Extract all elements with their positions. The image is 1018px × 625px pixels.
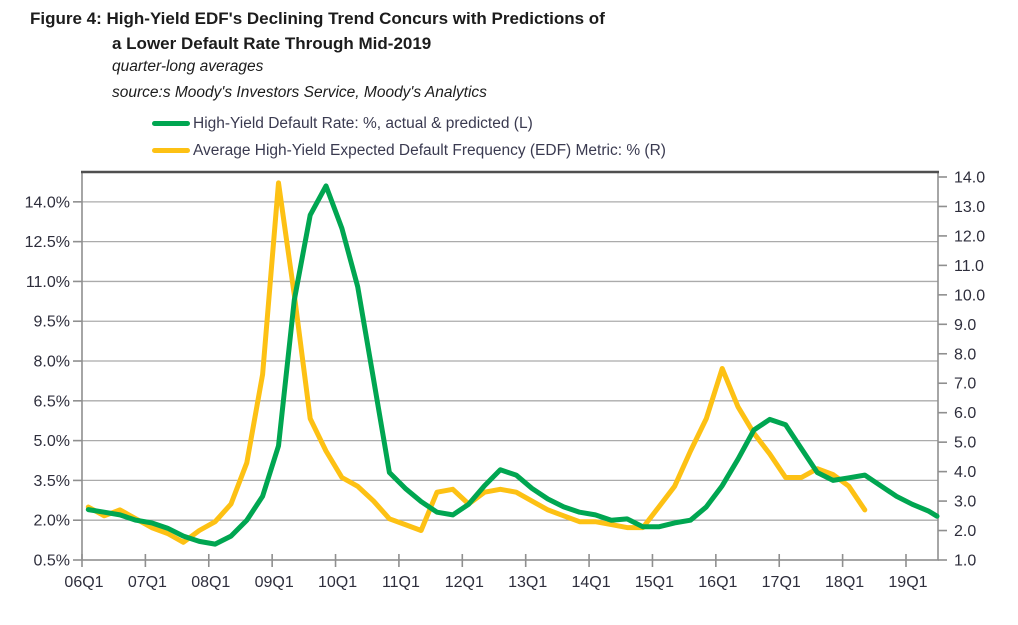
chart-subtitle: quarter-long averages — [112, 58, 264, 75]
axis-tick-label: 15Q1 — [635, 574, 674, 591]
axis-tick-label: 8.0% — [34, 354, 70, 371]
axis-tick-label: 09Q1 — [255, 574, 294, 591]
axis-tick-label: 11Q1 — [382, 574, 420, 591]
axis-tick-label: 13.0 — [954, 199, 985, 216]
axis-tick-label: 0.5% — [34, 553, 70, 570]
axis-tick-label: 1.0 — [954, 553, 976, 570]
axis-tick-label: 3.5% — [34, 473, 70, 490]
axis-tick-label: 9.5% — [34, 314, 70, 331]
right-axis: 1.0 2.0 3.0 4.0 5.0 6.0 7.0 8.0 9.0 10.0 11.0 12.0 1… — [938, 169, 985, 570]
edf-metric-swatch-icon — [152, 148, 190, 153]
axis-tick-label: 06Q1 — [64, 574, 103, 591]
axis-tick-label: 14Q1 — [572, 574, 611, 591]
x-axis: 06Q1 07Q1 08Q1 09Q1 10Q1 11Q1 12Q1 13Q1 14Q1 15Q1… — [64, 554, 928, 591]
axis-tick-label: 6.0 — [954, 405, 976, 422]
chart-legend: High-Yield Default Rate: %, actual & pre… — [152, 110, 666, 164]
chart-title: Figure 4: High-Yield EDF's Declining Tre… — [30, 6, 605, 56]
high-yield-default-rate-line — [85, 183, 940, 547]
axis-tick-label: 16Q1 — [698, 574, 737, 591]
chart-source-note: source:s Moody's Investors Service, Mood… — [112, 84, 487, 101]
plot-border — [81, 171, 939, 561]
default-rate-swatch-icon — [152, 121, 190, 126]
axis-tick-label: 10Q1 — [318, 574, 357, 591]
axis-tick-label: 08Q1 — [191, 574, 230, 591]
legend-label: High-Yield Default Rate: %, actual & pre… — [193, 114, 533, 132]
axis-tick-label: 4.0 — [954, 464, 976, 481]
axis-tick-label: 12Q1 — [445, 574, 484, 591]
axis-tick-label: 2.0 — [954, 523, 976, 540]
axis-tick-label: 7.0 — [954, 376, 976, 393]
axis-tick-label: 3.0 — [954, 494, 976, 511]
axis-tick-label: 5.0 — [954, 435, 976, 452]
axis-tick-label: 17Q1 — [762, 574, 801, 591]
axis-tick-label: 07Q1 — [128, 574, 167, 591]
axis-tick-label: 12.0 — [954, 228, 985, 245]
axis-tick-label: 14.0 — [954, 169, 985, 186]
axis-tick-label: 5.0% — [34, 433, 70, 450]
left-axis: 0.5% 2.0% 3.5% 5.0% 6.5% 8.0% 9.5% 11.0% 12.5% 14… — [25, 194, 82, 570]
axis-tick-label: 12.5% — [25, 234, 70, 251]
edf-metric-line — [85, 180, 868, 545]
axis-tick-label: 6.5% — [34, 393, 70, 410]
axis-tick-label: 13Q1 — [508, 574, 547, 591]
axis-tick-label: 2.0% — [34, 513, 70, 530]
legend-label: Average High-Yield Expected Default Freq… — [193, 141, 666, 159]
axis-tick-label: 19Q1 — [888, 574, 927, 591]
chart-title-line2: a Lower Default Rate Through Mid-2019 — [112, 34, 432, 53]
axis-tick-label: 8.0 — [954, 346, 976, 363]
axis-tick-label: 14.0% — [25, 194, 70, 211]
axis-tick-label: 9.0 — [954, 317, 976, 334]
axis-tick-label: 10.0 — [954, 287, 985, 304]
axis-tick-label: 11.0 — [954, 258, 984, 275]
chart-title-line1: Figure 4: High-Yield EDF's Declining Tre… — [30, 9, 605, 28]
axis-tick-label: 18Q1 — [825, 574, 864, 591]
legend-item-edf-metric: Average High-Yield Expected Default Freq… — [152, 137, 666, 164]
axis-tick-label: 11.0% — [26, 274, 70, 291]
legend-item-default-rate: High-Yield Default Rate: %, actual & pre… — [152, 110, 666, 137]
